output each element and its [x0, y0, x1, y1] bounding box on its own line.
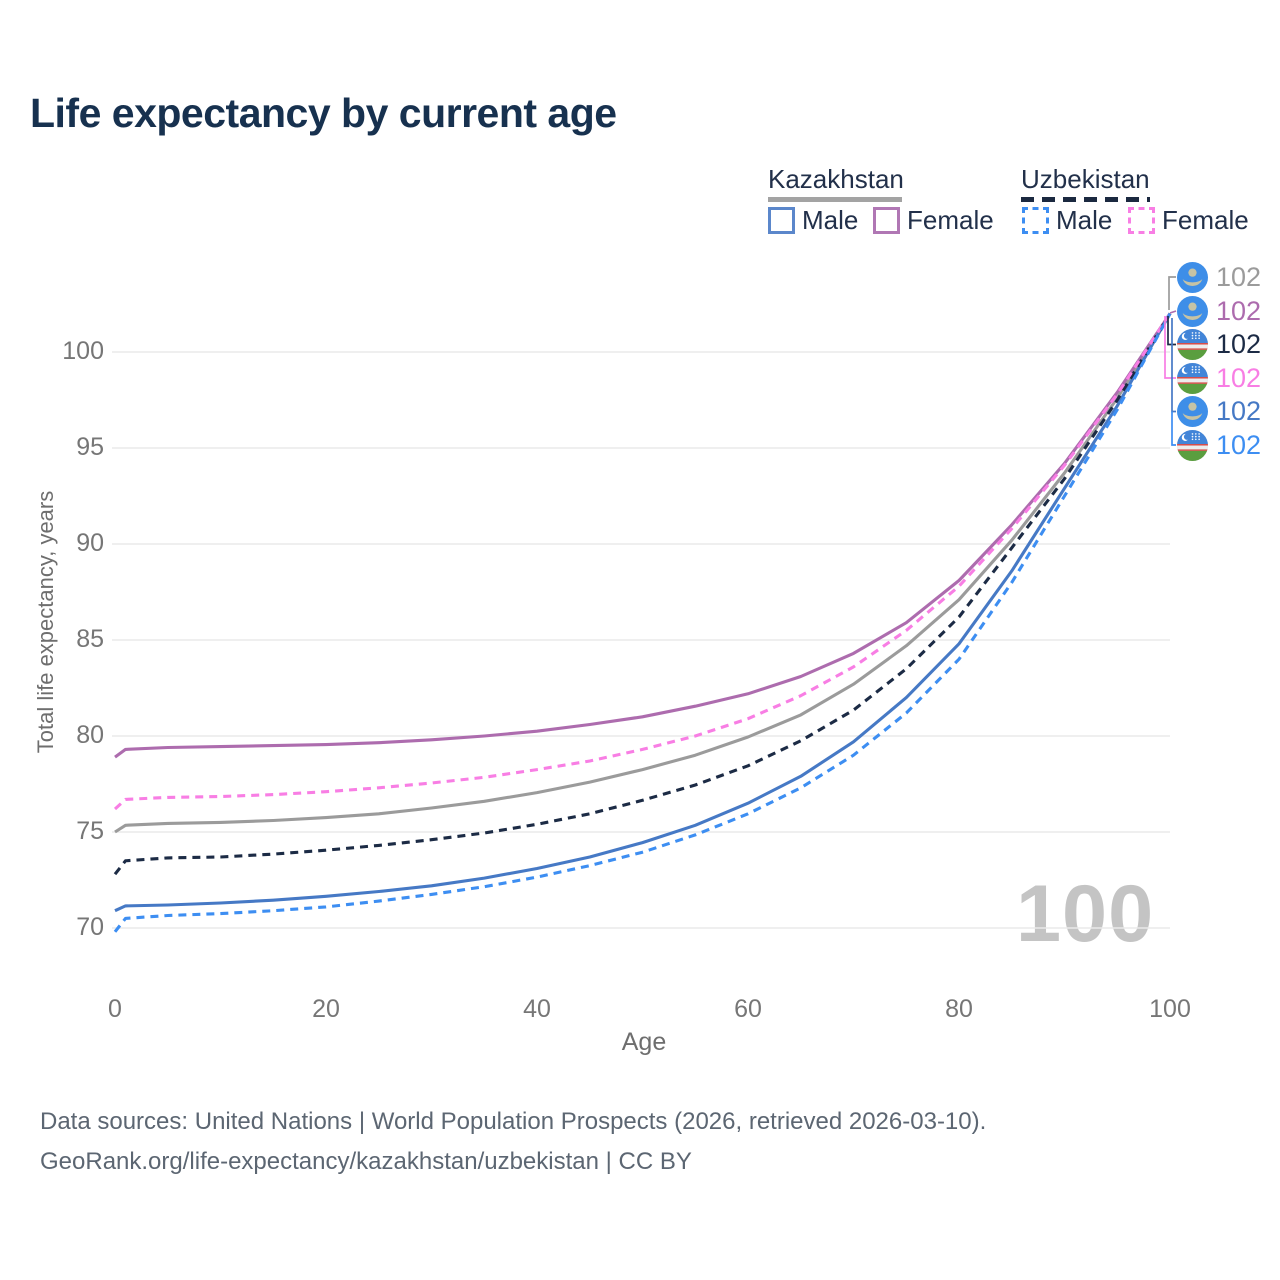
uzbekistan-male-swatch-icon: [1022, 206, 1049, 234]
legend-kazakhstan-solid-line-swatch: [768, 197, 902, 202]
end-label-uz-female: 102: [1177, 362, 1261, 394]
legend-item-label: Female: [907, 204, 994, 235]
end-label-value: 102: [1216, 362, 1262, 393]
end-label-uz-all: 102: [1177, 329, 1261, 361]
series-line-kz-female[interactable]: [114, 312, 1172, 759]
leader-line-kz-female: [1169, 310, 1177, 314]
kazakhstan-male-swatch-icon: [768, 206, 795, 234]
x-tick-80: 80: [945, 995, 973, 1023]
x-tick-0: 0: [108, 995, 122, 1023]
legend-item-label: Female: [1162, 204, 1249, 235]
legend-item-uzbekistan-male[interactable]: Male: [1022, 204, 1113, 235]
uzbekistan-flag-icon: [1177, 362, 1208, 394]
legend-item-kazakhstan-male[interactable]: Male: [768, 204, 859, 235]
legend-item-label: Male: [802, 204, 859, 235]
series-line-uz-male[interactable]: [113, 312, 1172, 933]
uzbekistan-flag-icon: [1177, 429, 1208, 461]
end-label-leader-lines: [1164, 276, 1177, 446]
uzbekistan-female-swatch-icon: [1128, 206, 1155, 234]
y-tick-90: 90: [76, 529, 104, 557]
end-label-value: 102: [1216, 429, 1262, 460]
page-title: Life expectancy by current age: [30, 90, 617, 136]
x-tick-20: 20: [312, 995, 340, 1023]
kazakhstan-flag-icon: [1177, 261, 1208, 293]
legend-item-kazakhstan-female[interactable]: Female: [873, 204, 994, 235]
leader-line-uz-female: [1164, 316, 1176, 379]
kazakhstan-flag-icon: [1177, 396, 1208, 427]
x-tick-40: 40: [523, 995, 551, 1023]
y-tick-85: 85: [76, 625, 104, 653]
end-label-value: 102: [1216, 329, 1262, 359]
leader-line-uz-all: [1167, 316, 1176, 346]
end-label-value: 102: [1216, 396, 1262, 426]
x-tick-60: 60: [734, 995, 762, 1023]
footer-data-sources: Data sources: United Nations | World Pop…: [40, 1108, 987, 1135]
y-tick-80: 80: [76, 721, 104, 749]
x-tick-100: 100: [1149, 995, 1191, 1023]
series-line-uz-all[interactable]: [113, 312, 1172, 876]
series-line-kz-male[interactable]: [114, 312, 1172, 913]
y-tick-70: 70: [76, 913, 104, 941]
uzbekistan-flag-icon: [1177, 329, 1208, 360]
end-label-kz-male: 102: [1177, 396, 1261, 428]
end-label-uz-male: 102: [1177, 429, 1261, 461]
leader-line-kz-all: [1168, 276, 1176, 310]
legend-uzbekistan-dashed-line-swatch: [1021, 197, 1150, 202]
y-tick-100: 100: [62, 337, 104, 365]
gridlines: [112, 351, 1170, 929]
y-tick-95: 95: [76, 433, 104, 461]
end-label-value: 102: [1216, 261, 1262, 292]
kazakhstan-flag-icon: [1177, 295, 1208, 327]
legend-group-uzbekistan[interactable]: Uzbekistan: [1021, 164, 1150, 194]
series-line-kz-all[interactable]: [114, 312, 1172, 834]
y-tick-75: 75: [76, 817, 104, 845]
legend-group-kazakhstan[interactable]: Kazakhstan: [768, 164, 904, 194]
series-line-uz-female[interactable]: [113, 312, 1172, 811]
age-frame-watermark: 100: [1016, 869, 1155, 959]
leader-line-uz-male: [1171, 411, 1176, 446]
end-label-value: 102: [1216, 295, 1262, 326]
footer-attribution: GeoRank.org/life-expectancy/kazakhstan/u…: [40, 1148, 692, 1175]
legend-item-label: Male: [1056, 204, 1113, 235]
x-axis-title: Age: [621, 1028, 667, 1056]
leader-line-kz-male: [1171, 318, 1176, 413]
kazakhstan-female-swatch-icon: [873, 206, 900, 234]
legend-item-uzbekistan-female[interactable]: Female: [1128, 204, 1249, 235]
end-label-kz-all: 102: [1177, 261, 1261, 293]
end-label-kz-female: 102: [1177, 295, 1261, 327]
